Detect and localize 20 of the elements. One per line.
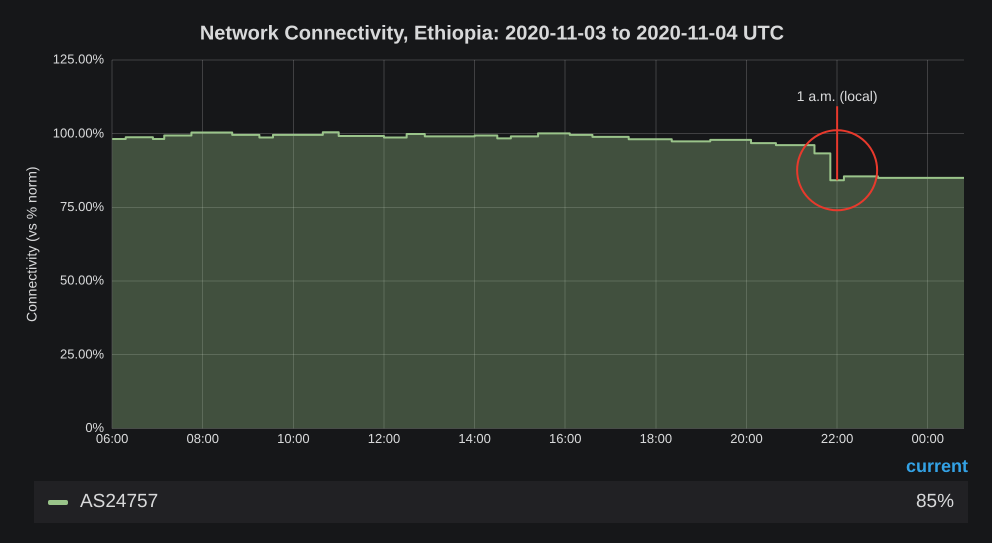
legend-label: AS24757 — [80, 491, 158, 513]
y-tick-label: 100.00% — [52, 125, 105, 140]
x-tick-label: 20:00 — [730, 430, 763, 446]
y-axis-title: Connectivity (vs % norm) — [23, 166, 40, 322]
chart-title: Network Connectivity, Ethiopia: 2020-11-03 to 2020-11-04 UTC — [200, 22, 784, 45]
y-tick-label: 125.00% — [52, 52, 105, 67]
x-tick-label: 16:00 — [548, 430, 582, 446]
x-tick-label: 14:00 — [458, 430, 491, 446]
x-tick-label: 00:00 — [911, 430, 944, 446]
x-tick-label: 22:00 — [820, 430, 854, 446]
x-tick-label: 08:00 — [186, 430, 220, 446]
x-tick-label: 10:00 — [277, 430, 310, 446]
text: 85% — [916, 491, 954, 513]
annotation: 1 a.m. (local) — [796, 88, 878, 104]
y-tick-label: 75.00% — [60, 198, 105, 214]
text: current — [904, 455, 968, 478]
x-tick-label: 18:00 — [640, 430, 672, 446]
x-tick-label: 12:00 — [368, 430, 400, 446]
y-tick-label: 50.00% — [60, 272, 105, 288]
y-tick-label: 25.00% — [60, 346, 105, 362]
